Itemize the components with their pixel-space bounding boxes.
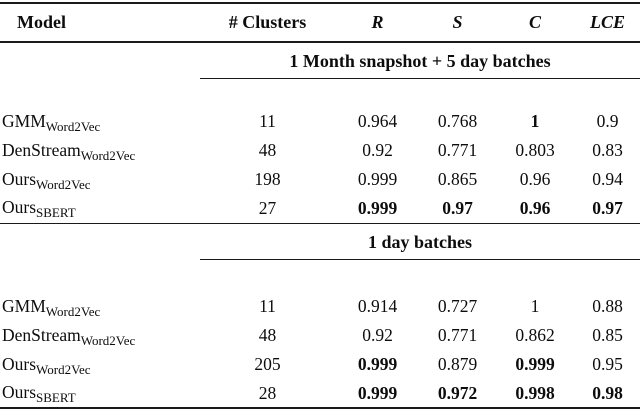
s-cell: 0.865 xyxy=(437,169,478,189)
c-cell: 1 xyxy=(530,296,540,316)
model-name-cell: GMMWord2Vec xyxy=(0,107,200,136)
section-header-row: 1 Month snapshot + 5 day batches xyxy=(0,42,640,79)
clusters-cell: 27 xyxy=(200,194,335,224)
r-cell: 0.999 xyxy=(357,354,398,374)
clusters-cell: 11 xyxy=(259,111,276,131)
model-name-cell: OursWord2Vec xyxy=(0,350,200,379)
c-cell: 0.803 xyxy=(515,140,555,160)
column-header-model: Model xyxy=(0,3,200,43)
s-cell: 0.879 xyxy=(437,354,478,374)
table-row: DenStreamWord2Vec 48 0.92 0.771 0.862 0.… xyxy=(0,321,640,350)
column-header-lce: LCE xyxy=(575,3,640,43)
model-name: DenStream xyxy=(2,324,81,345)
r-cell: 0.999 xyxy=(335,194,420,224)
table-row: OursSBERT 27 0.999 0.97 0.96 0.97 xyxy=(0,194,640,224)
model-subscript: Word2Vec xyxy=(45,303,101,319)
column-header-r: R xyxy=(335,3,420,43)
model-name-cell: OursSBERT xyxy=(0,379,200,408)
clusters-cell: 48 xyxy=(258,325,277,345)
column-header-c: C xyxy=(495,3,575,43)
r-cell: 0.92 xyxy=(362,140,393,160)
r-cell: 0.964 xyxy=(357,111,398,131)
model-name: Ours xyxy=(2,382,37,402)
table-row: DenStreamWord2Vec 48 0.92 0.771 0.803 0.… xyxy=(0,136,640,165)
s-cell: 0.771 xyxy=(437,325,478,345)
s-cell: 0.768 xyxy=(437,111,478,131)
c-cell: 0.96 xyxy=(519,169,551,189)
table-row: OursSBERT 28 0.999 0.972 0.998 0.98 xyxy=(0,379,640,408)
model-name-cell: DenStreamWord2Vec xyxy=(0,321,200,350)
spacer-row xyxy=(0,259,640,292)
model-subscript: SBERT xyxy=(36,205,76,221)
lce-cell: 0.98 xyxy=(592,382,623,403)
table-row: OursWord2Vec 205 0.999 0.879 0.999 0.95 xyxy=(0,350,640,379)
c-cell: 1 xyxy=(530,111,540,131)
table-row: OursWord2Vec 198 0.999 0.865 0.96 0.94 xyxy=(0,165,640,194)
model-subscript: Word2Vec xyxy=(36,176,91,192)
lce-cell: 0.9 xyxy=(596,111,619,131)
lce-cell: 0.94 xyxy=(592,169,623,189)
s-cell: 0.727 xyxy=(437,296,478,316)
lce-cell: 0.95 xyxy=(592,354,623,374)
model-name: DenStream xyxy=(2,139,81,160)
r-cell: 0.999 xyxy=(357,382,398,403)
lce-cell: 0.85 xyxy=(592,325,623,345)
column-header-clusters: # Clusters xyxy=(200,3,335,43)
c-cell: 0.999 xyxy=(515,354,555,374)
lce-cell: 0.88 xyxy=(592,296,623,316)
model-name: GMM xyxy=(2,110,46,131)
model-name-cell: OursWord2Vec xyxy=(0,165,200,194)
model-subscript: Word2Vec xyxy=(80,147,136,163)
model-subscript: Word2Vec xyxy=(80,332,136,348)
c-cell: 0.862 xyxy=(515,325,555,345)
clusters-cell: 11 xyxy=(259,296,276,316)
s-cell: 0.771 xyxy=(437,140,478,160)
model-subscript: Word2Vec xyxy=(36,361,91,377)
model-name-cell: DenStreamWord2Vec xyxy=(0,136,200,165)
table-row: GMMWord2Vec 11 0.914 0.727 1 0.88 xyxy=(0,292,640,321)
section-header-row: 1 day batches xyxy=(0,223,640,260)
r-cell: 0.914 xyxy=(357,296,398,316)
model-subscript: Word2Vec xyxy=(45,118,101,134)
model-name: Ours xyxy=(2,197,37,218)
lce-cell: 0.97 xyxy=(575,194,640,224)
clusters-cell: 28 xyxy=(258,382,277,403)
s-cell: 0.972 xyxy=(437,382,478,403)
table-row: GMMWord2Vec 11 0.964 0.768 1 0.9 xyxy=(0,107,640,136)
spacer-row xyxy=(0,78,640,107)
table-header-row: Model # Clusters R S C LCE xyxy=(0,3,640,43)
clusters-cell: 198 xyxy=(254,169,281,189)
clusters-cell: 205 xyxy=(254,354,281,374)
model-name: Ours xyxy=(2,168,37,189)
model-subscript: SBERT xyxy=(36,390,76,405)
c-cell: 0.998 xyxy=(515,382,555,403)
section-title: 1 day batches xyxy=(200,223,640,260)
clusters-cell: 48 xyxy=(258,140,277,160)
r-cell: 0.92 xyxy=(362,325,393,345)
s-cell: 0.97 xyxy=(420,194,495,224)
section-title: 1 Month snapshot + 5 day batches xyxy=(200,42,640,79)
model-name-cell: GMMWord2Vec xyxy=(0,292,200,321)
lce-cell: 0.83 xyxy=(592,140,623,160)
model-name: Ours xyxy=(2,353,37,374)
column-header-s: S xyxy=(420,3,495,43)
model-name-cell: OursSBERT xyxy=(0,194,200,224)
r-cell: 0.999 xyxy=(357,169,398,189)
model-name: GMM xyxy=(2,295,46,316)
c-cell: 0.96 xyxy=(495,194,575,224)
